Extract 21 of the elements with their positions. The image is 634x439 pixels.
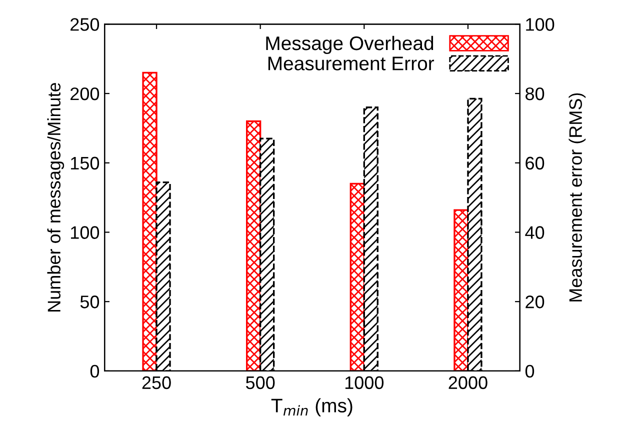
legend-label: Message Overhead	[266, 36, 434, 54]
x-axis-title: T$_{min}$ (ms)	[271, 398, 352, 416]
y2-tick-label: 100	[526, 18, 554, 31]
x-tick-label: 2000	[448, 376, 488, 390]
y2-axis-title: Measurement error (RMS)	[568, 93, 586, 302]
y2-tick-label: 40	[525, 226, 544, 239]
y-axis-title: Number of messages/Minute	[47, 82, 64, 312]
y-tick-label: 250	[70, 18, 100, 31]
y-tick-label: 200	[70, 87, 100, 100]
x-tick-label: 1000	[345, 376, 384, 390]
y2-tick-label: 20	[526, 296, 544, 308]
y-tick-label: 150	[71, 156, 100, 170]
x-tick-label: 500	[246, 376, 275, 390]
x-tick-label: 250	[142, 376, 171, 390]
y-tick-label: 100	[71, 226, 100, 239]
y2-tick-label: 0	[525, 364, 534, 378]
legend-label: Measurement Error	[268, 56, 434, 70]
y2-tick-label: 60	[526, 156, 544, 170]
y-tick-label: 50	[80, 296, 100, 308]
y-tick-label: 0	[90, 364, 100, 378]
y2-tick-label: 80	[526, 87, 544, 100]
